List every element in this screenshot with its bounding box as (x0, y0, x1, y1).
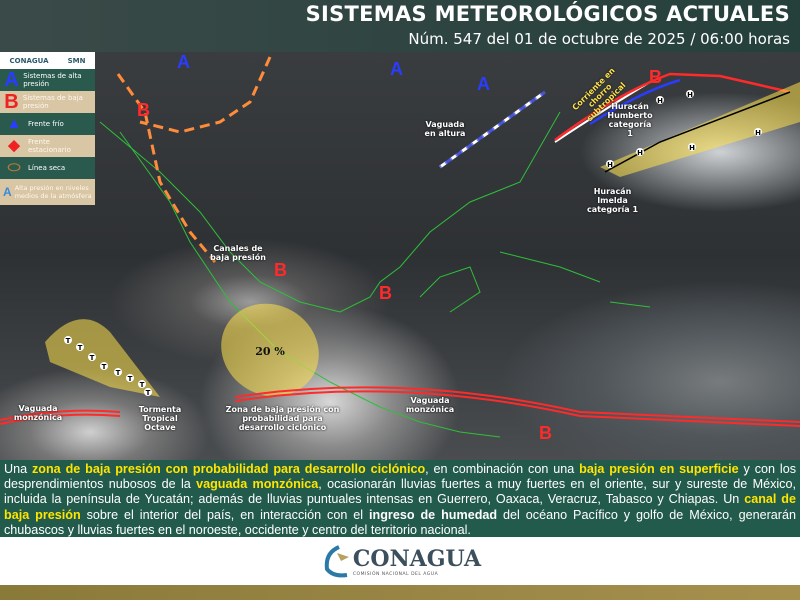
legend-label: Sistemas de alta presión (23, 72, 82, 88)
trough-lines (116, 56, 272, 263)
label-upper-trough: Vaguada en altura (424, 120, 466, 138)
imelda-track-marker: H (754, 128, 762, 137)
page-title: SISTEMAS METEOROLÓGICOS ACTUALES (305, 2, 790, 26)
label-monsoon-trough-west: Vaguada monzónica (13, 404, 63, 422)
imelda-track (604, 91, 791, 173)
svg-text:T: T (116, 369, 121, 377)
map-legend: CONAGUA SMN A Sistemas de alta presión B Si… (0, 52, 95, 205)
octave-track-marker: T (138, 380, 146, 389)
high-pressure-marker: A (390, 59, 403, 79)
svg-text:T: T (66, 337, 71, 345)
svg-text:H: H (687, 91, 693, 99)
legend-logos: CONAGUA SMN (0, 52, 95, 69)
high-pressure-icon: A (4, 69, 19, 91)
svg-text:T: T (146, 389, 151, 397)
footer-tagline: COMISIÓN NACIONAL DEL AGUA (352, 571, 439, 577)
monsoon-trough (0, 386, 800, 427)
cold-front-line (589, 78, 681, 126)
svg-text:H: H (755, 129, 761, 137)
upper-trough-line (439, 90, 546, 169)
legend-item-dry-line: ⬭ Línea seca (0, 157, 95, 179)
low-pressure-icon: B (4, 91, 19, 113)
forecast-summary: Una zona de baja presión con probabilida… (0, 460, 800, 537)
dry-line-icon: ⬭ (7, 159, 21, 176)
mid-level-high-icon: A (3, 185, 12, 199)
conagua-logo: CONAGUA (9, 56, 49, 65)
label-hurricane-imelda: Huracán Imelda categoría 1 (586, 187, 639, 214)
legend-item-high: A Sistemas de alta presión (0, 69, 95, 91)
cyclone-probability-zone (221, 303, 319, 397)
high-pressure-marker: A (477, 74, 490, 94)
imelda-track-marker: H (636, 148, 644, 157)
legend-item-stationary-front: ◆ Frente estacionario (0, 135, 95, 157)
label-cyclonic-zone: Zona de baja presión con probabilidad pa… (225, 405, 340, 432)
humberto-track-marker: H (656, 96, 664, 105)
octave-track-marker: T (100, 362, 108, 371)
legend-item-low: B Sistemas de baja presión (0, 91, 95, 113)
octave-track-marker: T (88, 353, 96, 362)
octave-track-marker: T (114, 368, 122, 377)
svg-text:T: T (90, 354, 95, 362)
imelda-track-marker: H (688, 143, 696, 152)
label-hurricane-humberto: Huracán Humberto categoría 1 (607, 102, 653, 138)
bulletin-number-date: Núm. 547 del 01 de octubre de 2025 / 06:… (408, 30, 790, 48)
bottom-bar (0, 585, 800, 600)
octave-track-marker: T (126, 374, 134, 383)
legend-label: Frente frío (28, 120, 64, 128)
svg-text:T: T (128, 375, 133, 383)
octave-track-marker: T (76, 343, 84, 352)
svg-text:H: H (657, 97, 663, 105)
label-low-pressure-channels: Canales de baja presión (210, 244, 266, 262)
imelda-cone (600, 82, 800, 177)
label-monsoon-trough-east: Vaguada monzónica (405, 396, 455, 414)
svg-text:T: T (102, 363, 107, 371)
svg-text:T: T (78, 344, 83, 352)
legend-label: Sistemas de baja presión (22, 94, 83, 110)
svg-text:T: T (140, 381, 145, 389)
conagua-logo-icon (324, 545, 349, 578)
low-pressure-marker: B (649, 67, 662, 87)
svg-text:H: H (689, 144, 695, 152)
footer-brand: CONAGUA (352, 545, 482, 572)
svg-text:H: H (637, 149, 643, 157)
legend-label: Alta presión en niveles medios de la atm… (14, 184, 92, 200)
legend-label: Línea seca (28, 164, 66, 172)
legend-item-cold-front: ▲ Frente frío (0, 113, 95, 135)
probability-label: 20 % (255, 345, 285, 358)
low-pressure-marker: B (137, 100, 150, 120)
label-tropical-storm-octave: Tormenta Tropical Octave (138, 405, 182, 432)
smn-logo: SMN (67, 56, 86, 65)
header: SISTEMAS METEOROLÓGICOS ACTUALES Núm. 54… (0, 0, 800, 52)
low-pressure-marker: B (274, 260, 287, 280)
humberto-track-marker: H (686, 90, 694, 99)
low-pressure-marker: B (379, 283, 392, 303)
footer: CONAGUA COMISIÓN NACIONAL DEL AGUA (0, 537, 800, 585)
svg-text:H: H (607, 161, 613, 169)
cold-front-icon: ▲ (6, 115, 22, 132)
octave-track-marker: T (144, 388, 152, 397)
stationary-front-icon: ◆ (8, 137, 20, 154)
octave-track-marker: T (64, 336, 72, 345)
stationary-front-line (554, 72, 791, 142)
imelda-track-marker: H (606, 160, 614, 169)
legend-item-mid-high: A Alta presión en niveles medios de la at… (0, 179, 95, 205)
high-pressure-marker: A (177, 52, 190, 72)
low-pressure-marker: B (539, 423, 552, 443)
legend-label: Frente estacionario (27, 138, 71, 154)
